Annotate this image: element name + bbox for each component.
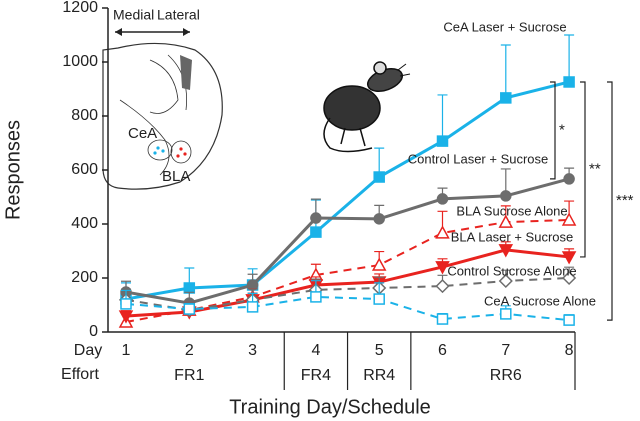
point [183, 303, 196, 315]
point [310, 212, 322, 224]
point [500, 190, 512, 202]
point [498, 273, 513, 289]
point [120, 298, 132, 310]
effort-label: FR1 [174, 367, 204, 384]
point [371, 257, 387, 271]
y-axis-title: Responses [2, 120, 24, 220]
point [436, 135, 449, 147]
point [500, 92, 512, 104]
inset-label: Medial [113, 7, 154, 23]
effort-label: RR6 [490, 367, 522, 384]
point [561, 212, 577, 226]
significance-bracket [550, 81, 556, 180]
point [561, 251, 577, 265]
y-tick-label: 600 [71, 161, 98, 178]
x-tick-label: 3 [248, 342, 257, 359]
point [498, 214, 514, 228]
point [373, 293, 385, 305]
x-tick-label: 5 [375, 342, 384, 359]
inset-label: Lateral [157, 7, 200, 23]
inset-dots [153, 146, 187, 158]
y-tick-label: 0 [89, 323, 98, 340]
x-tick-label: 1 [122, 342, 131, 359]
x-tick-label: 4 [311, 342, 320, 359]
brain-inset [102, 42, 223, 190]
significance-label: *** [616, 192, 634, 209]
x-tick-label: 2 [185, 342, 194, 359]
point [118, 310, 134, 324]
significance-label: * [559, 121, 565, 138]
series-label: BLA Sucrose Alone [456, 203, 567, 218]
point [310, 291, 322, 303]
x-tick-label: 8 [565, 342, 574, 359]
point [562, 270, 577, 286]
point [373, 171, 385, 183]
point [246, 301, 259, 313]
x-axis-title: Training Day/Schedule [229, 396, 431, 418]
inset-label: BLA [162, 168, 190, 185]
significance-bracket [607, 81, 613, 321]
y-tick-label: 400 [71, 215, 98, 232]
y-tick-label: 1200 [62, 0, 98, 16]
point [436, 313, 449, 325]
point [498, 244, 514, 258]
inset-label: CeA [128, 125, 157, 142]
x-tick-label: 6 [438, 342, 447, 359]
error-bar [500, 44, 511, 98]
x-tick-label: 7 [501, 342, 510, 359]
series-line [125, 295, 570, 322]
series-line [125, 177, 570, 305]
point [563, 76, 575, 88]
series-label: CeA Sucrose Alone [484, 293, 596, 308]
series-line [125, 80, 570, 301]
point [310, 226, 322, 238]
significance-label: ** [589, 160, 601, 177]
significance-bracket [580, 81, 586, 258]
y-tick-label: 800 [71, 107, 98, 124]
effort-label: FR4 [301, 367, 331, 384]
series-label: Control Sucrose Alone [447, 263, 576, 278]
point [500, 308, 512, 320]
row-label: Day [74, 342, 102, 359]
series-label: BLA Laser + Sucrose [451, 229, 574, 244]
y-tick-label: 1000 [62, 53, 98, 70]
point [183, 282, 196, 294]
point [435, 225, 450, 239]
point [435, 279, 450, 294]
effort-label: RR4 [363, 367, 395, 384]
series-label: CeA Laser + Sucrose [443, 19, 566, 34]
series-line [125, 248, 570, 318]
rat-illustration [323, 61, 411, 153]
point [563, 173, 575, 185]
point [436, 193, 449, 205]
point [435, 261, 450, 275]
series-label: Control Laser + Sucrose [408, 151, 549, 166]
y-tick-label: 200 [71, 269, 98, 286]
point [373, 213, 385, 225]
point [563, 314, 575, 326]
error-bar [564, 34, 575, 82]
row-label: Effort [61, 366, 100, 383]
error-bar [437, 94, 448, 142]
